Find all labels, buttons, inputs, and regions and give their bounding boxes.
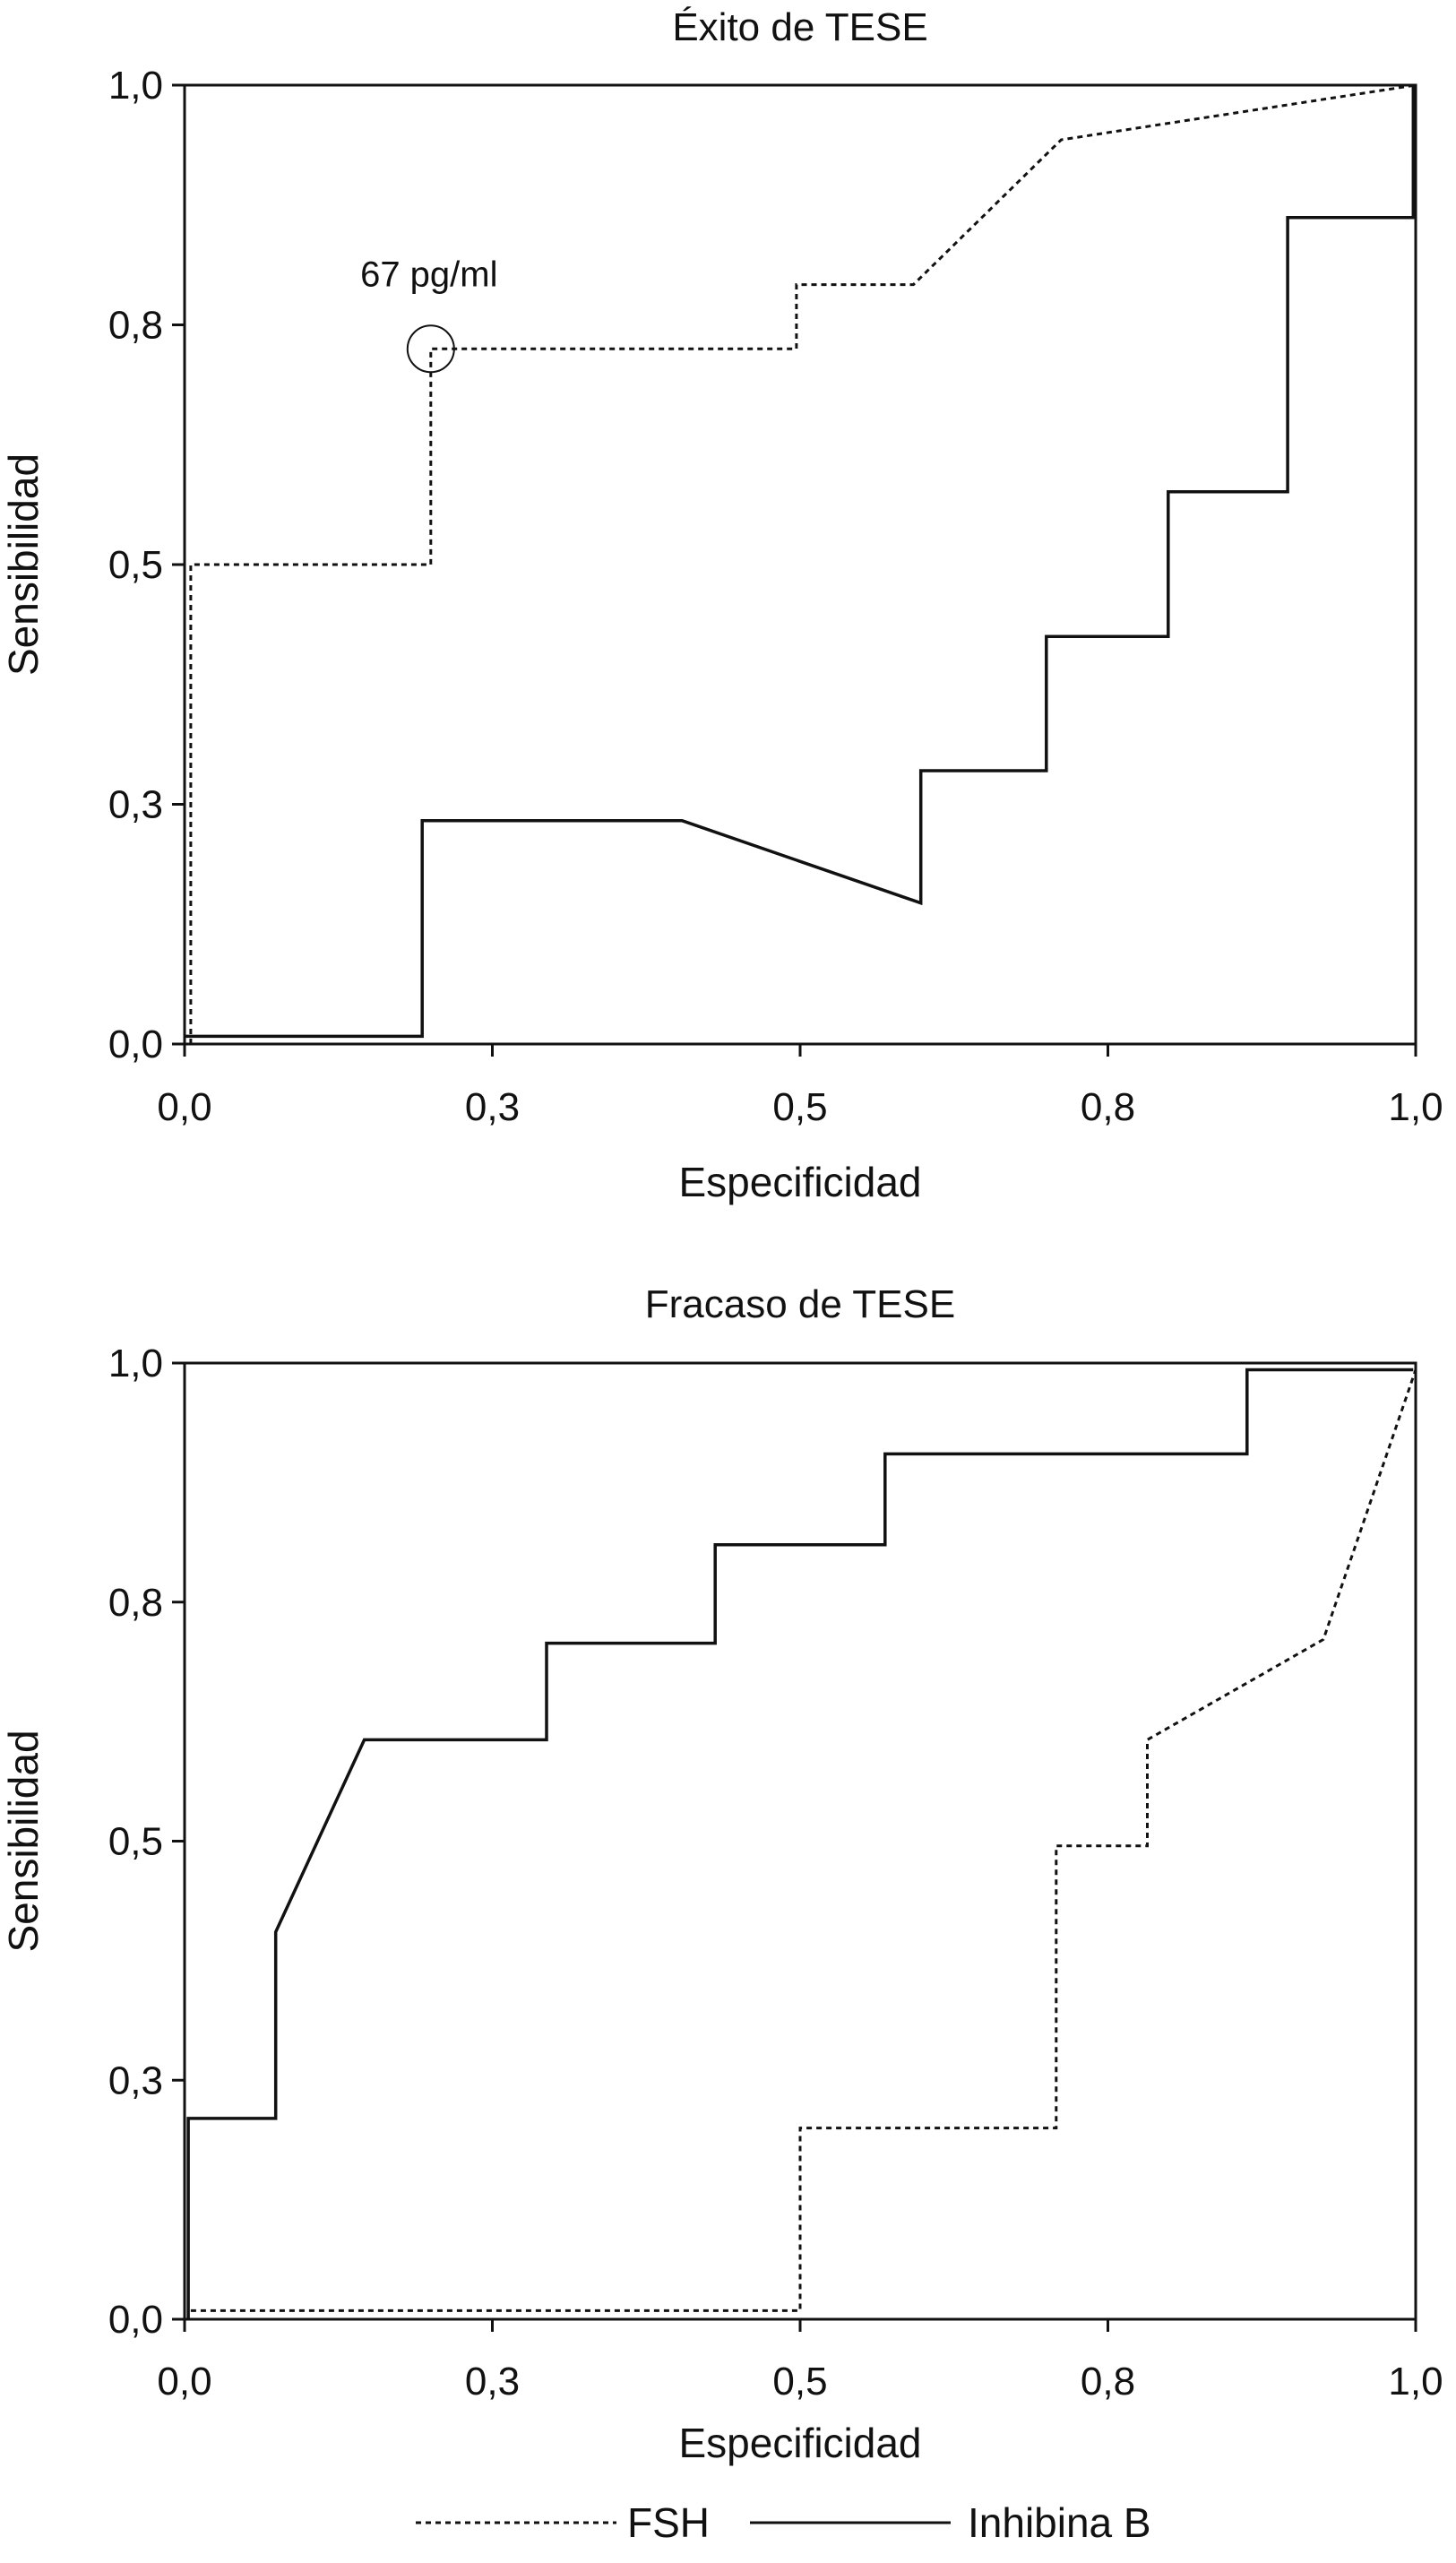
x-tick-label: 0,3 [465,2360,520,2403]
chart-title: Éxito de TESE [672,5,927,49]
cutoff-annotation: 67 pg/ml [360,255,497,294]
y-tick-label: 1,0 [108,1342,163,1385]
y-axis-label: Sensibilidad [0,453,47,676]
y-tick-label: 1,0 [108,64,163,108]
chart-0: Éxito de TESE 0,0 0,3 0,5 0,8 1,0 0,0 0,3 0,5 0,8… [0,5,1443,1205]
y-tick-label: 0,3 [108,2058,163,2102]
x-tick-label: 1,0 [1388,2360,1443,2403]
x-axis-label: Especificidad [678,1159,921,1205]
x-tick-label: 0,8 [1081,1085,1135,1129]
legend: FSH Inhibina B [416,2499,1151,2546]
plot-frame [183,83,1417,1046]
y-tick-label: 0,5 [108,543,163,587]
x-tick-label: 0,3 [465,1085,520,1129]
x-tick-label: 0,5 [772,1085,827,1129]
y-tick-label: 0,3 [108,783,163,827]
series-line-fsh [190,1369,1417,2312]
cutoff-marker [406,324,455,374]
legend-inhibina-label: Inhibina B [968,2499,1151,2546]
x-tick-label: 1,0 [1388,1085,1443,1129]
legend-fsh-label: FSH [627,2499,710,2546]
chart-1: Fracaso de TESE 0,0 0,3 0,5 0,8 1,0 0,0 0,3 0,5 0… [0,1282,1443,2466]
series-line-fsh [189,83,1417,1044]
y-tick-label: 0,0 [108,2298,163,2342]
x-axis-label: Especificidad [678,2420,921,2466]
x-tick-label: 0,5 [772,2360,827,2403]
y-tick-label: 0,8 [108,304,163,348]
y-tick-label: 0,8 [108,1581,163,1625]
x-tick-label: 0,8 [1081,2360,1135,2403]
y-tick-label: 0,5 [108,1820,163,1864]
x-tick-label: 0,0 [157,2360,211,2403]
series-line-inhibina-b [185,85,1416,1039]
y-tick-label: 0,0 [108,1023,163,1066]
x-tick-label: 0,0 [157,1085,211,1129]
chart-title: Fracaso de TESE [645,1282,955,1326]
y-axis-label: Sensibilidad [0,1730,47,1952]
series-line-inhibina-b [186,1368,1414,2319]
